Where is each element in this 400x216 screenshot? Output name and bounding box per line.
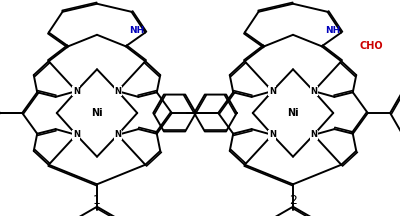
Text: 1: 1: [93, 194, 101, 207]
Text: Ni: Ni: [287, 108, 299, 118]
Text: N: N: [73, 87, 80, 96]
Text: N: N: [114, 87, 121, 96]
Text: N: N: [269, 130, 276, 139]
Text: N: N: [73, 130, 80, 139]
Text: Ni: Ni: [91, 108, 103, 118]
Text: NH: NH: [129, 26, 144, 35]
Text: N: N: [310, 87, 317, 96]
Text: N: N: [114, 130, 121, 139]
Text: N: N: [310, 130, 317, 139]
Text: N: N: [269, 87, 276, 96]
Text: NH: NH: [325, 26, 340, 35]
Text: CHO: CHO: [360, 41, 383, 51]
Text: 2: 2: [289, 194, 297, 207]
